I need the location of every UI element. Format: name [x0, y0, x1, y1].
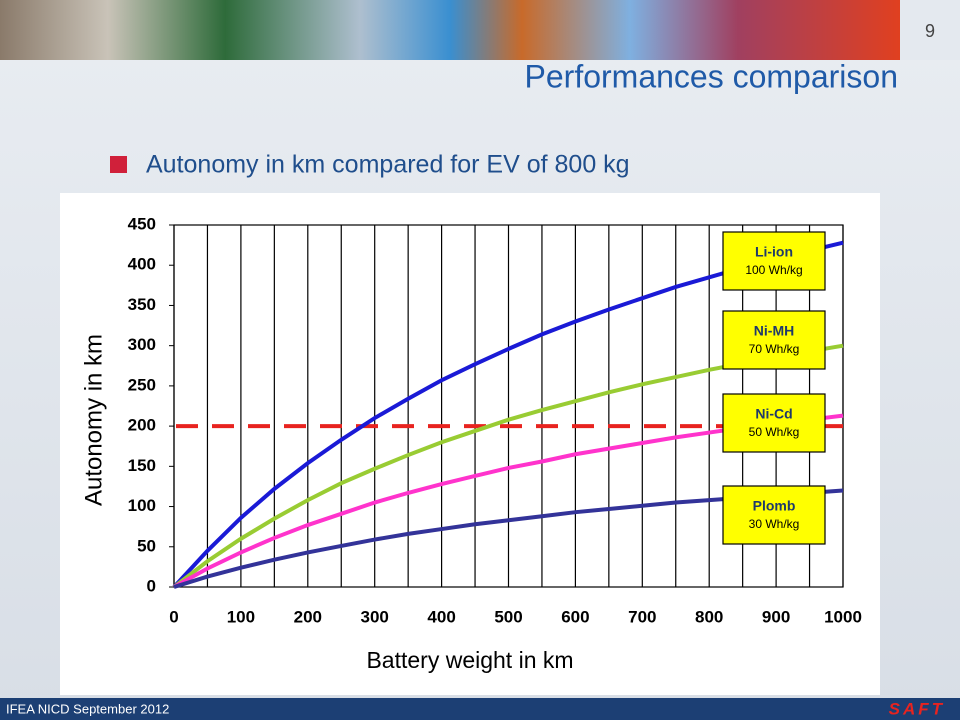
y-tick-label: 50: [137, 536, 156, 555]
x-tick-label: 600: [561, 607, 589, 626]
legend-box: Ni-MH 70 Wh/kg: [722, 310, 826, 370]
legend-box-bg: [722, 310, 826, 370]
legend-sublabel: 70 Wh/kg: [749, 342, 800, 356]
y-tick-label: 350: [128, 295, 156, 314]
slide-title: Performances comparison: [525, 58, 898, 94]
y-tick-label: 150: [128, 456, 156, 475]
x-tick-label: 300: [361, 607, 389, 626]
legend-box-bg: [722, 393, 826, 453]
bullet-marker: [110, 156, 127, 173]
x-tick-label: 0: [169, 607, 178, 626]
x-tick-label: 500: [494, 607, 522, 626]
x-axis-title: Battery weight in km: [366, 647, 573, 673]
y-tick-label: 450: [128, 214, 156, 233]
x-tick-label: 800: [695, 607, 723, 626]
bullet-text: Autonomy in km compared for EV of 800 kg: [146, 151, 630, 179]
legend-name: Ni-Cd: [755, 406, 792, 422]
x-tick-label: 1000: [824, 607, 862, 626]
y-tick-label: 200: [128, 416, 156, 435]
logo: SAFT: [889, 699, 945, 718]
footer-text: IFEA NICD September 2012: [6, 701, 169, 716]
legend-box-bg: [722, 231, 826, 291]
header-images: [0, 0, 900, 60]
x-tick-label: 100: [227, 607, 255, 626]
y-tick-label: 250: [128, 375, 156, 394]
legend-sublabel: 50 Wh/kg: [749, 425, 800, 439]
legend-name: Li-ion: [755, 244, 793, 260]
legend-name: Plomb: [753, 498, 796, 514]
plot: 0 50 100 150 200 250 300 350 400 450 0 100 200 300 400…: [128, 214, 862, 626]
legend-box-bg: [722, 485, 826, 545]
y-tick-label: 400: [128, 255, 156, 274]
y-axis-title: Autonomy in km: [80, 334, 107, 506]
legend-box: Li-ion 100 Wh/kg: [722, 231, 826, 291]
x-tick-label: 700: [628, 607, 656, 626]
legend-box: Plomb 30 Wh/kg: [722, 485, 826, 545]
legend-box: Ni-Cd 50 Wh/kg: [722, 393, 826, 453]
legend-name: Ni-MH: [754, 323, 794, 339]
x-tick-label: 200: [294, 607, 322, 626]
legend-sublabel: 30 Wh/kg: [749, 517, 800, 531]
footer-bar: [0, 698, 960, 720]
x-tick-label: 400: [427, 607, 455, 626]
x-tick-label: 900: [762, 607, 790, 626]
y-tick-label: 100: [128, 496, 156, 515]
page-number: 9: [925, 21, 935, 41]
y-tick-label: 300: [128, 335, 156, 354]
page-number-box: [900, 0, 960, 60]
plot-frame: [173, 224, 844, 588]
legend-sublabel: 100 Wh/kg: [745, 263, 802, 277]
y-tick-label: 0: [147, 576, 156, 595]
